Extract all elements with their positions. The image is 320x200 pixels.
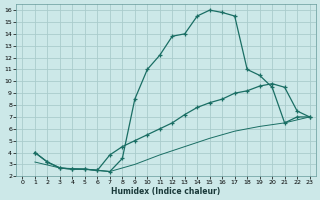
- X-axis label: Humidex (Indice chaleur): Humidex (Indice chaleur): [111, 187, 221, 196]
